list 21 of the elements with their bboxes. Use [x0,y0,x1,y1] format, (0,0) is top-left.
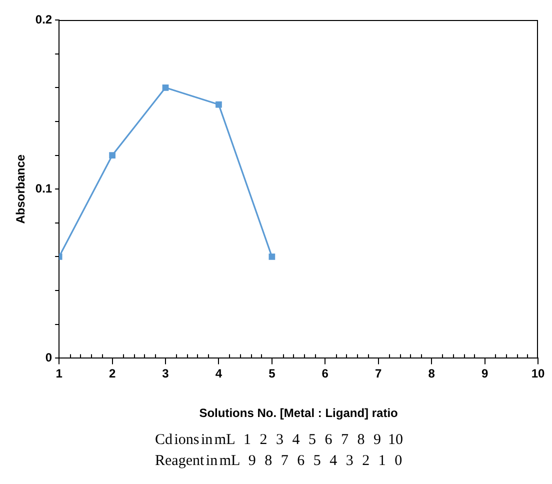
y-tick-label: 0.1 [35,181,52,196]
point [216,101,222,108]
x-tick-label: 1 [56,366,63,381]
y-axis-title: Absorbance [14,154,28,224]
x-tick-label: 10 [531,366,545,381]
text: Reagent in mL 9 8 7 6 5 4 3 2 1 0 [154,452,404,471]
point [162,84,169,91]
x-tick-label: 8 [428,366,436,381]
point [109,152,116,158]
x-axis-title: Solutions No. [Metal : Ligand] ratio [199,406,398,420]
x-tick-label: 3 [162,366,170,381]
point [268,254,276,260]
x-tick-label: 4 [215,366,222,381]
x-tick-label: 2 [108,366,116,381]
text: Cd ions in mL 1 2 3 4 5 6 7 8 9 10 [154,431,404,450]
y-tick-label: 0.2 [35,12,52,26]
x-tick-label: 7 [375,366,382,381]
x-tick-label: 5 [268,366,276,381]
y-tick-label: 0 [45,350,52,365]
x-tick-label: 6 [322,366,329,381]
x-tick-label: 9 [481,366,488,381]
